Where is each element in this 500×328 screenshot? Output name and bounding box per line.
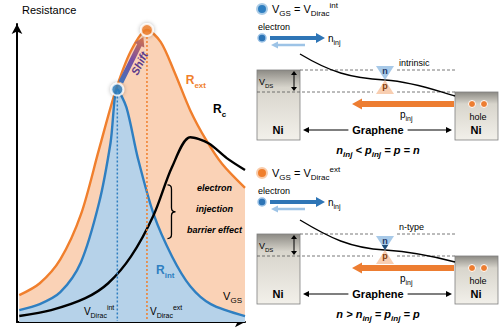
svg-text:Shift: Shift xyxy=(129,49,151,77)
svg-text:electron: electron xyxy=(258,186,290,196)
svg-text:hole: hole xyxy=(469,112,486,122)
svg-text:VDS: VDS xyxy=(259,241,273,253)
svg-text:pinj: pinj xyxy=(400,109,413,123)
svg-text:ninj: ninj xyxy=(328,197,341,211)
svg-text:hole: hole xyxy=(469,276,486,286)
svg-text:Ni: Ni xyxy=(471,288,482,300)
svg-text:VGS = VDiracext: VGS = VDiracext xyxy=(272,165,341,182)
svg-text:VDiracext: VDiracext xyxy=(150,304,182,319)
svg-text:electron: electron xyxy=(197,183,233,193)
svg-text:n > ninj = pinj = p: n > ninj = pinj = p xyxy=(336,308,420,323)
svg-text:intrinsic: intrinsic xyxy=(399,58,430,68)
svg-text:barrier effect: barrier effect xyxy=(187,225,243,235)
svg-text:ninj: ninj xyxy=(328,33,341,47)
svg-text:pinj: pinj xyxy=(400,273,413,287)
svg-text:VDS: VDS xyxy=(259,77,273,89)
svg-text:n: n xyxy=(382,66,388,76)
svg-text:Rint: Rint xyxy=(156,263,175,280)
svg-text:Ni: Ni xyxy=(471,124,482,136)
svg-text:Graphene: Graphene xyxy=(352,124,403,136)
svg-text:VDiracint: VDiracint xyxy=(84,304,114,319)
svg-text:injection: injection xyxy=(196,204,234,214)
svg-text:n: n xyxy=(382,236,388,246)
svg-text:VGS = VDiracint: VGS = VDiracint xyxy=(272,1,339,18)
svg-text:Ni: Ni xyxy=(273,124,284,136)
svg-text:p: p xyxy=(382,81,388,91)
svg-text:Resistance: Resistance xyxy=(22,4,76,16)
svg-text:Ni: Ni xyxy=(273,288,284,300)
svg-text:ninj < pinj = p = n: ninj < pinj = p = n xyxy=(336,144,420,159)
svg-text:electron: electron xyxy=(258,22,290,32)
svg-text:p: p xyxy=(382,251,388,261)
svg-text:VGS: VGS xyxy=(223,290,242,305)
svg-text:n-type: n-type xyxy=(399,222,424,232)
svg-text:Graphene: Graphene xyxy=(352,288,403,300)
svg-text:Rc: Rc xyxy=(213,102,227,119)
svg-text:Rext: Rext xyxy=(186,73,207,90)
